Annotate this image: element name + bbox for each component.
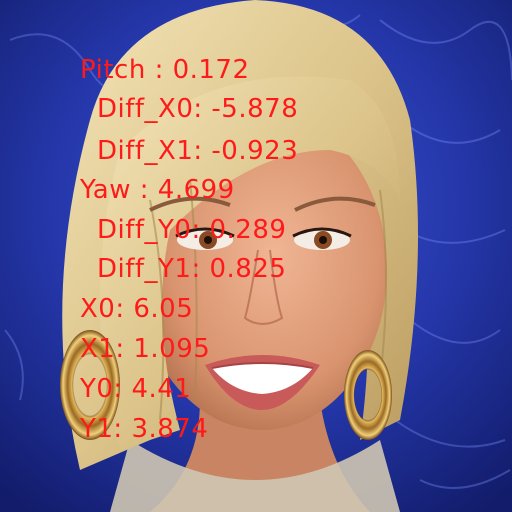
- left-eyebrow: [149, 196, 231, 212]
- right-earring: [344, 350, 392, 440]
- hair-fringe: [100, 76, 400, 450]
- nose: [243, 249, 284, 325]
- necklace-top: [110, 440, 400, 512]
- left-earring: [60, 330, 120, 440]
- mouth: [205, 355, 320, 410]
- right-eyebrow: [294, 196, 376, 212]
- hair-strands: [149, 179, 387, 421]
- right-eye: [292, 227, 352, 250]
- left-eye: [175, 227, 235, 250]
